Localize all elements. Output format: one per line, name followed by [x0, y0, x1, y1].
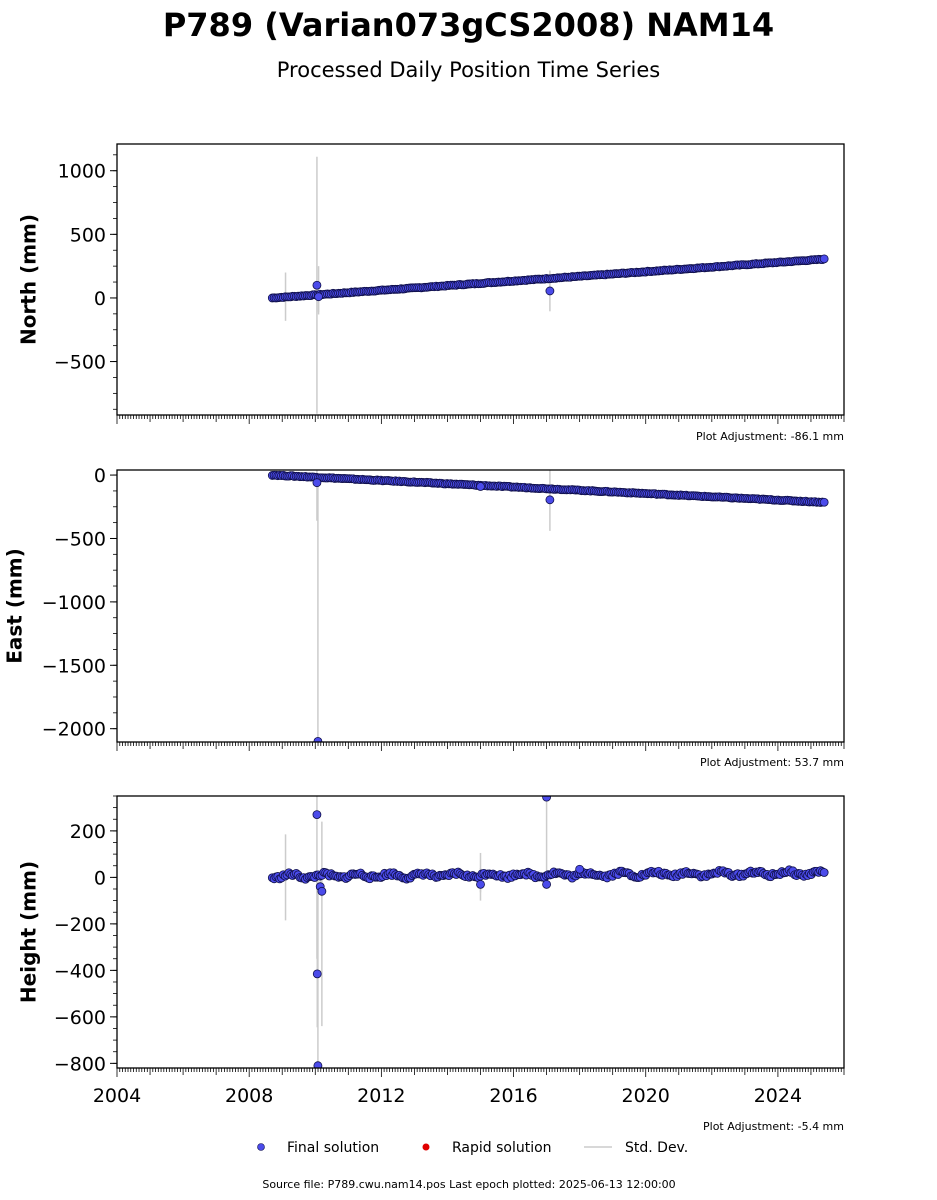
y-tick-label: −1500 — [42, 655, 106, 677]
y-tick-label: 1000 — [58, 161, 106, 183]
outlier-point — [575, 864, 585, 874]
y-tick-label: −600 — [54, 1007, 106, 1029]
data-layer — [267, 796, 829, 1068]
y-tick-label: −2000 — [42, 719, 106, 741]
legend-final-marker — [257, 1143, 265, 1151]
chart-title: P789 (Varian073gCS2008) NAM14 — [162, 6, 775, 44]
legend-rapid-marker — [422, 1143, 430, 1151]
outlier-point — [476, 879, 485, 889]
y-axis-label: Height (mm) — [17, 861, 41, 1003]
legend-stddev-label: Std. Dev. — [625, 1140, 688, 1156]
y-tick-label: −400 — [54, 960, 106, 982]
y-tick-label: 0 — [94, 465, 106, 487]
data-point — [819, 497, 829, 507]
plot-adjustment: Plot Adjustment: 53.7 mm — [700, 756, 844, 769]
legend-final-label: Final solution — [287, 1140, 379, 1156]
data-layer — [267, 156, 829, 414]
y-axis-label: North (mm) — [17, 214, 41, 345]
y-tick-label: −500 — [54, 352, 106, 374]
panel-height: 200 0 −200 −400 −600 −800 2004 2008 2012 2016 2020… — [17, 795, 845, 1133]
x-tick-label: 2020 — [622, 1085, 670, 1107]
data-point — [819, 868, 829, 877]
plot-frame — [116, 469, 845, 743]
y-tick-label: 200 — [70, 821, 106, 843]
y-tick-label: 0 — [94, 867, 106, 889]
y-tick-label: 0 — [94, 288, 106, 310]
panel-east: 0 −500 −1000 −1500 −2000 East (mm) Plot Adjust… — [3, 465, 845, 769]
source-footer: Source file: P789.cwu.nam14.pos Last epo… — [262, 1178, 675, 1191]
outlier-point — [542, 879, 551, 889]
y-tick-label: −500 — [54, 528, 106, 550]
chart-subtitle: Processed Daily Position Time Series — [276, 58, 661, 82]
outlier-point — [545, 495, 555, 505]
legend: Final solution Rapid solution Std. Dev. — [257, 1140, 688, 1156]
x-tick-label: 2024 — [754, 1085, 802, 1107]
x-tick-label: 2012 — [357, 1085, 405, 1107]
y-tick-label: −200 — [54, 914, 106, 936]
outlier-point — [312, 810, 322, 819]
x-tick-label: 2004 — [93, 1085, 141, 1107]
x-tick-label: 2016 — [489, 1085, 537, 1107]
x-tick-label: 2008 — [225, 1085, 273, 1107]
y-tick-label: −1000 — [42, 592, 106, 614]
plot-adjustment: Plot Adjustment: -5.4 mm — [703, 1120, 844, 1133]
data-layer — [267, 470, 829, 742]
outlier-point — [313, 1061, 323, 1068]
outlier-point — [545, 286, 555, 296]
outlier-point — [476, 482, 485, 491]
y-axis-label: East (mm) — [3, 548, 27, 664]
y-tick-label: −800 — [54, 1053, 106, 1075]
outlier-point — [317, 886, 327, 896]
y-tick-label: 500 — [70, 224, 106, 246]
plot-frame — [116, 795, 845, 1069]
outlier-point — [542, 796, 551, 802]
panel-north: 1000 500 0 −500 North (mm) Plot Adjustment: -… — [17, 143, 845, 443]
outlier-point — [314, 292, 323, 302]
outlier-point — [312, 280, 322, 290]
legend-rapid-label: Rapid solution — [452, 1140, 552, 1156]
outlier-point — [312, 969, 322, 979]
data-point — [819, 254, 829, 264]
plot-adjustment: Plot Adjustment: -86.1 mm — [696, 430, 844, 443]
outlier-point — [312, 478, 322, 488]
